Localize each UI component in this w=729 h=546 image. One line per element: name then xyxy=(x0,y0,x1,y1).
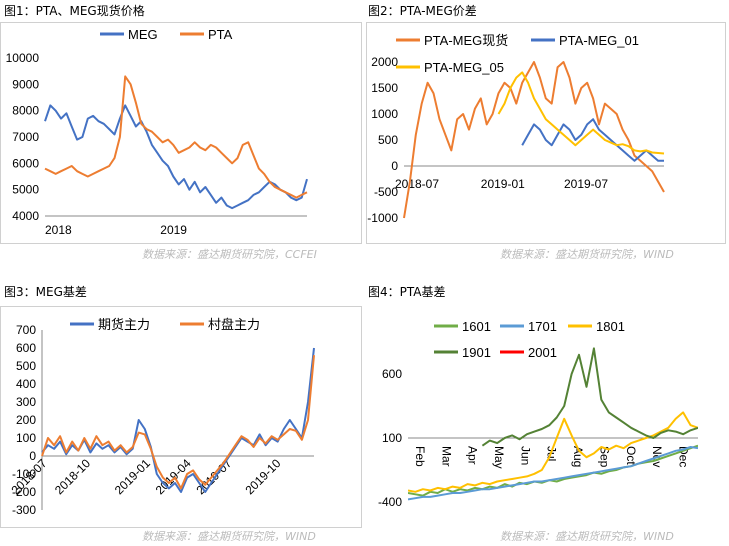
x-tick-label: 2018 xyxy=(45,223,72,237)
y-tick-label: 600 xyxy=(382,367,402,381)
chart-frame xyxy=(366,22,726,244)
series-line-PTA-MEG现货 xyxy=(403,61,665,219)
chart1-source: 数据来源：盛达期货研究院，CCFEI xyxy=(142,248,317,261)
x-tick-label: May xyxy=(492,446,506,469)
legend-label: 期货主力 xyxy=(98,317,150,332)
x-tick-label: Mar xyxy=(439,446,453,467)
legend-label: 2001 xyxy=(528,345,557,360)
legend-label: PTA-MEG_05 xyxy=(424,60,504,75)
y-tick-label: 4000 xyxy=(12,209,39,223)
series-line-期货主力 xyxy=(41,347,315,493)
y-tick-label: 5000 xyxy=(12,183,39,197)
x-tick-label: Jun xyxy=(518,446,532,465)
y-tick-label: -200 xyxy=(12,485,36,499)
legend-label: 1801 xyxy=(596,319,625,334)
y-tick-label: 100 xyxy=(16,431,36,445)
legend-label: PTA-MEG现货 xyxy=(424,33,508,48)
x-tick-label: 2019 xyxy=(160,223,187,237)
legend-label: PTA-MEG_01 xyxy=(559,33,639,48)
y-tick-label: 2000 xyxy=(371,55,398,69)
y-tick-label: 700 xyxy=(16,323,36,337)
y-tick-label: -300 xyxy=(12,503,36,517)
y-tick-label: 500 xyxy=(16,359,36,373)
legend-label: PTA xyxy=(208,27,233,42)
chart4-source: 数据来源：盛达期货研究院，WIND xyxy=(500,530,674,543)
series-line-1701 xyxy=(408,446,698,501)
x-tick-label: 2019-07 xyxy=(193,456,234,497)
chart-frame xyxy=(0,306,362,528)
y-tick-label: 6000 xyxy=(12,156,39,170)
series-line-PTA-MEG_05 xyxy=(497,71,665,155)
chart1-title: 图1：PTA、MEG现货价格 xyxy=(4,4,145,18)
chart-frame xyxy=(0,22,362,244)
y-tick-label: 100 xyxy=(382,431,402,445)
chart2-plot: 2000 1500 1000 500 0 -500 -1000 2018-07 2019-01 2… xyxy=(366,22,726,244)
series-line-PTA-MEG_01 xyxy=(521,118,664,162)
legend-label: 村盘主力 xyxy=(208,317,260,332)
y-tick-label: 200 xyxy=(16,413,36,427)
chart4-title: 图4：PTA基差 xyxy=(368,285,446,299)
x-tick-label: Feb xyxy=(413,446,427,467)
series-line-村盘主力 xyxy=(41,355,315,490)
x-tick-label: 2019-10 xyxy=(242,456,283,497)
chart3-source: 数据来源：盛达期货研究院，WIND xyxy=(142,530,316,543)
y-tick-label: 8000 xyxy=(12,104,39,118)
y-tick-label: 1500 xyxy=(371,81,398,95)
legend-label: MEG xyxy=(128,27,158,42)
y-tick-label: 0 xyxy=(29,449,36,463)
y-tick-label: 500 xyxy=(378,133,398,147)
chart3-plot: 7006005004003002001000-100-200-3002018-0… xyxy=(0,306,362,528)
chart2-title: 图2：PTA-MEG价差 xyxy=(368,4,477,18)
legend-label: 1701 xyxy=(528,319,557,334)
y-tick-label: 300 xyxy=(16,395,36,409)
x-tick-label: 2019-01 xyxy=(481,177,525,191)
y-tick-label: -1000 xyxy=(367,211,398,225)
chart2-source: 数据来源：盛达期货研究院，WIND xyxy=(500,248,674,261)
x-tick-label: 2019-07 xyxy=(564,177,608,191)
x-tick-label: 2018-07 xyxy=(395,177,439,191)
y-tick-label: 0 xyxy=(391,159,398,173)
y-tick-label: 7000 xyxy=(12,130,39,144)
x-tick-label: 2019-01 xyxy=(112,456,153,497)
x-tick-label: Aug xyxy=(571,446,585,467)
y-tick-label: -100 xyxy=(12,467,36,481)
x-tick-label: Oct xyxy=(624,446,638,465)
series-line-PTA xyxy=(44,75,308,199)
x-tick-label: Sep xyxy=(597,446,611,468)
y-tick-label: 10000 xyxy=(6,51,40,65)
y-tick-label: 1000 xyxy=(371,107,398,121)
legend-label: 1601 xyxy=(462,319,491,334)
series-line-1601 xyxy=(408,444,698,497)
chart3-title: 图3：MEG基差 xyxy=(4,285,87,299)
x-tick-label: Apr xyxy=(466,446,480,465)
y-tick-label: 9000 xyxy=(12,77,39,91)
x-tick-label: 2018-10 xyxy=(52,456,93,497)
series-line-MEG xyxy=(44,104,308,210)
y-tick-label: -500 xyxy=(374,185,398,199)
y-tick-label: 400 xyxy=(16,377,36,391)
legend-label: 1901 xyxy=(462,345,491,360)
chart1-plot: 10000 9000 8000 7000 6000 5000 4000 2018 2019 MEG… xyxy=(0,22,362,244)
y-tick-label: -400 xyxy=(378,495,402,509)
y-tick-label: 600 xyxy=(16,341,36,355)
series-line-1901 xyxy=(481,347,698,447)
